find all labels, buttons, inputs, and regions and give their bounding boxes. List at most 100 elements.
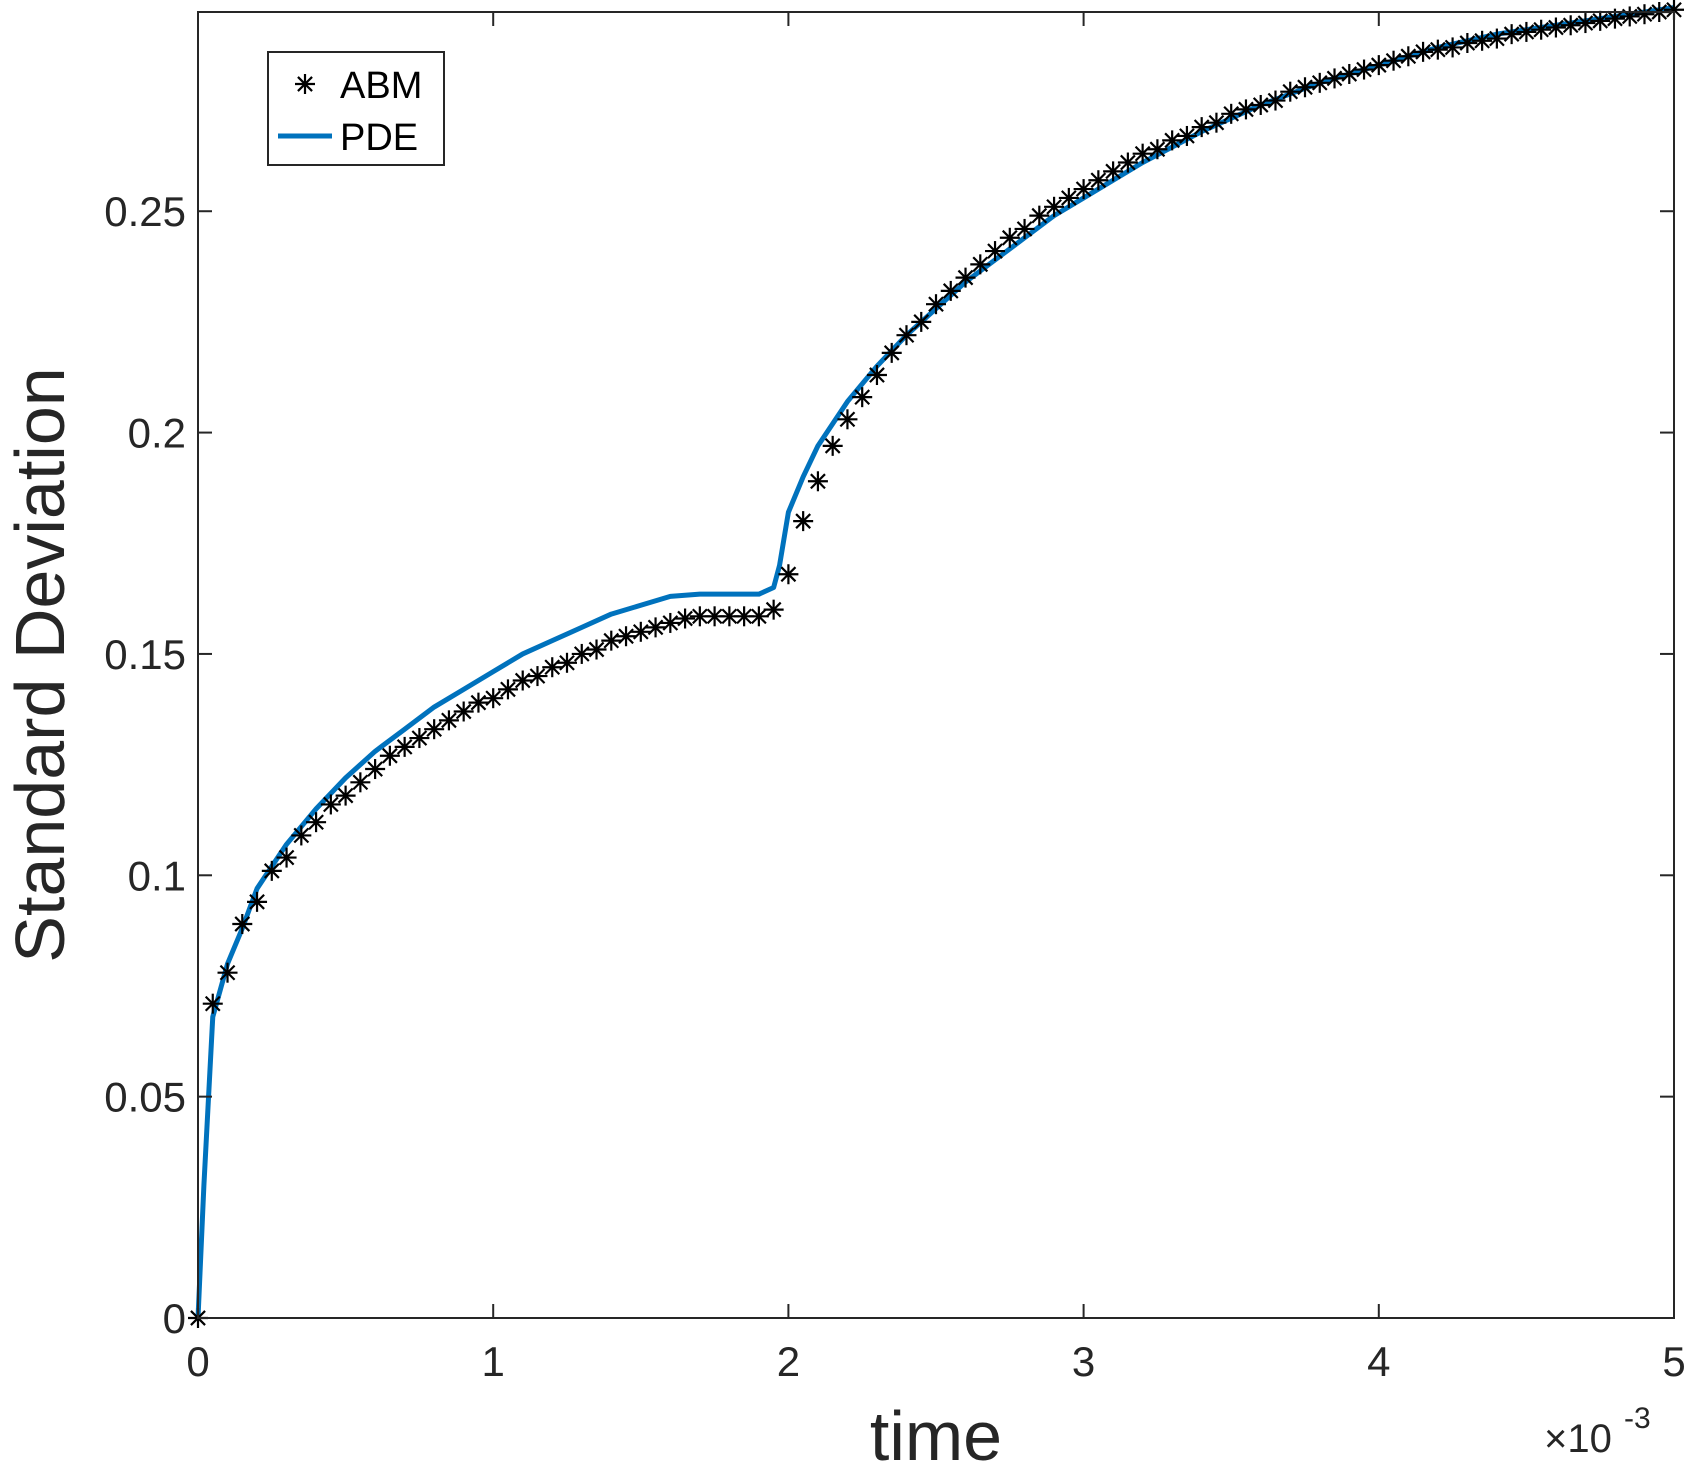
legend-box <box>267 51 445 166</box>
abm-point <box>748 606 769 627</box>
abm-point <box>734 606 755 627</box>
abm-point <box>896 325 917 346</box>
abm-point <box>1560 15 1581 36</box>
abm-point <box>881 342 902 363</box>
x-tick-label: 4 <box>1367 1338 1390 1385</box>
abm-point <box>1575 13 1596 34</box>
abm-point <box>763 599 784 620</box>
abm-point <box>261 860 282 881</box>
abm-point <box>1088 170 1109 191</box>
abm-point <box>778 564 799 585</box>
abm-point <box>1029 205 1050 226</box>
abm-point <box>335 785 356 806</box>
y-tick-label: 0.15 <box>104 631 186 678</box>
abm-point <box>527 666 548 687</box>
plot-area-frame <box>197 11 1675 1319</box>
abm-point <box>1324 68 1345 89</box>
abm-point <box>1545 17 1566 38</box>
abm-point <box>424 719 445 740</box>
abm-point <box>350 772 371 793</box>
y-tick-label: 0.1 <box>128 852 186 899</box>
abm-point <box>571 643 592 664</box>
abm-point <box>512 670 533 691</box>
abm-point <box>807 471 828 492</box>
x-exponent-label: ×10 -3 <box>1544 1402 1651 1461</box>
abm-point <box>542 657 563 678</box>
abm-point <box>291 825 312 846</box>
abm-point <box>1368 55 1389 76</box>
abm-point <box>1486 28 1507 49</box>
x-axis-label: time <box>870 1397 1002 1475</box>
abm-point <box>320 794 341 815</box>
abm-point <box>866 365 887 386</box>
y-axis: 0 0.05 0.1 0.15 0.2 0.25 <box>104 188 1674 1342</box>
series-layer <box>188 0 1684 1328</box>
abm-point <box>1604 8 1625 29</box>
abm-point <box>497 679 518 700</box>
abm-point <box>985 241 1006 262</box>
abm-point <box>911 311 932 332</box>
abm-point <box>1472 30 1493 51</box>
abm-point <box>1413 41 1434 62</box>
abm-point <box>1162 130 1183 151</box>
abm-point <box>660 612 681 633</box>
x-tick-label: 3 <box>1072 1338 1095 1385</box>
abm-point <box>1295 77 1315 98</box>
y-axis-label: Standard Deviation <box>1 367 79 962</box>
abm-point <box>616 626 637 647</box>
abm-point <box>202 993 223 1014</box>
abm-point <box>306 812 327 833</box>
abm-point <box>1280 81 1301 102</box>
abm-point <box>379 745 400 766</box>
legend-pde-label: PDE <box>340 117 418 159</box>
x-tick-label: 0 <box>186 1338 209 1385</box>
abm-point <box>955 267 976 288</box>
abm-point <box>217 962 238 983</box>
abm-point <box>1634 4 1655 25</box>
abm-point <box>1147 139 1168 160</box>
abm-point <box>1176 125 1197 146</box>
abm-point <box>1339 63 1360 84</box>
abm-point <box>1117 152 1138 173</box>
abm-point <box>232 913 253 934</box>
abm-point <box>1058 187 1079 208</box>
abm-point <box>1427 39 1448 60</box>
x-tick-label: 5 <box>1662 1338 1685 1385</box>
abm-point <box>1619 6 1640 27</box>
abm-point <box>394 736 415 757</box>
abm-point <box>926 294 946 315</box>
abm-point <box>586 639 607 660</box>
abm-point <box>852 387 873 408</box>
abm-point <box>1590 10 1611 31</box>
abm-point <box>1191 117 1212 138</box>
abm-point <box>630 621 651 642</box>
x-exponent-base: ×10 <box>1544 1417 1612 1461</box>
y-tick-label: 0.05 <box>104 1074 186 1121</box>
abm-point <box>1531 19 1552 40</box>
legend: ABM PDE <box>267 51 445 166</box>
abm-point <box>247 891 268 912</box>
x-tick-label: 2 <box>777 1338 800 1385</box>
abm-point <box>822 435 843 456</box>
abm-point <box>1265 90 1286 111</box>
abm-point <box>1235 99 1256 120</box>
abm-point <box>1132 143 1153 164</box>
abm-point <box>675 608 696 629</box>
abm-point <box>1103 161 1124 182</box>
abm-point <box>365 759 386 780</box>
abm-point <box>1309 72 1330 93</box>
abm-point <box>1073 179 1094 200</box>
plot-area-background <box>198 12 1674 1318</box>
abm-point <box>1206 112 1227 133</box>
abm-point <box>1250 94 1271 115</box>
x-tick-label: 1 <box>482 1338 505 1385</box>
legend-abm-label: ABM <box>340 65 422 107</box>
abm-point <box>453 701 474 722</box>
abm-point <box>483 688 504 709</box>
abm-point <box>601 630 622 651</box>
abm-point <box>1457 32 1478 53</box>
x-axis: 0 1 2 3 4 5 <box>186 12 1686 1385</box>
abm-point <box>1354 59 1375 80</box>
abm-point <box>1221 103 1242 124</box>
abm-point <box>468 692 489 713</box>
